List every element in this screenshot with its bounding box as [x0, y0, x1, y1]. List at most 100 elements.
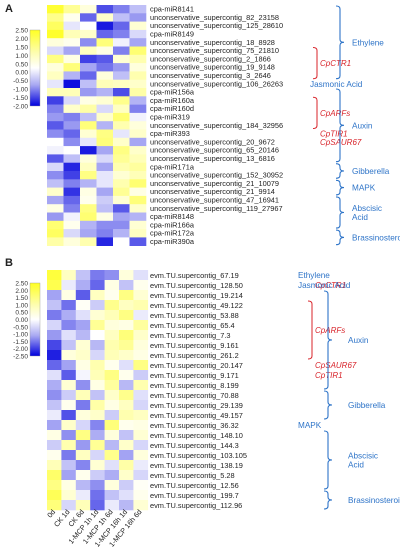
heatmap-cell: [113, 112, 130, 122]
heatmap-cell: [47, 104, 64, 114]
pathway-bracket: [335, 179, 345, 196]
row-label: unconservative_supercontig_125_28610: [150, 21, 283, 30]
heatmap-cell: [129, 46, 147, 56]
heatmap-cell: [129, 162, 147, 172]
heatmap-cell: [63, 88, 81, 97]
heatmap-cell: [129, 237, 147, 246]
row-label: evm.TU.supercontig_8.199: [150, 381, 239, 390]
heatmap-cell: [63, 71, 81, 80]
heatmap-cell: [129, 54, 147, 64]
row-label: evm.TU.supercontig_138.19: [150, 461, 243, 470]
row-label: unconservative_supercontig_21_9914: [150, 187, 275, 196]
heatmap-cell: [90, 310, 105, 321]
row-label: cpa-miR390a: [150, 237, 195, 246]
heatmap-cell: [96, 137, 114, 147]
pathway-label: Gibberella: [352, 167, 390, 176]
heatmap-cell: [61, 290, 77, 301]
heatmap-cell: [119, 350, 134, 361]
heatmap-cell: [90, 480, 105, 491]
column-label: 0d: [45, 508, 57, 520]
row-label: unconservative_supercontig_13_6816: [150, 154, 275, 163]
heatmap-cell: [90, 330, 105, 341]
heatmap-cell: [80, 29, 97, 39]
colorbar-tick-label: 0.50: [15, 310, 28, 317]
heatmap-cell: [47, 54, 64, 64]
heatmap-cell: [119, 320, 134, 331]
pathway-label: Ethylene: [298, 271, 330, 280]
heatmap-cell: [96, 112, 114, 122]
heatmap-cell: [61, 320, 77, 331]
heatmap-cell: [47, 154, 64, 163]
row-label: evm.TU.supercontig_144.3: [150, 441, 239, 450]
heatmap-cell: [47, 500, 62, 511]
heatmap-cell: [96, 146, 114, 155]
heatmap-cell: [61, 420, 77, 431]
heatmap-cell: [104, 370, 120, 381]
heatmap-cell: [129, 204, 147, 213]
heatmap-cell: [80, 38, 97, 47]
heatmap-cell: [119, 270, 134, 281]
row-label: cpa-miR319: [150, 113, 190, 122]
heatmap-cell: [104, 300, 120, 311]
heatmap-cell: [47, 450, 62, 461]
heatmap-cell: [119, 290, 134, 301]
heatmap-cell: [133, 290, 149, 301]
heatmap-cell: [90, 360, 105, 371]
colorbar-tick-label: 2.50: [15, 281, 28, 288]
heatmap-cell: [90, 320, 105, 331]
heatmap-cell: [104, 290, 120, 301]
heatmap-cell: [119, 470, 134, 481]
heatmap-cell: [119, 390, 134, 401]
heatmap-cell: [80, 212, 97, 222]
heatmap-cell: [129, 38, 147, 47]
heatmap-cell: [61, 390, 77, 401]
heatmap-cell: [80, 204, 97, 213]
heatmap-cell: [80, 195, 97, 205]
row-label: evm.TU.supercontig_103.105: [150, 451, 247, 460]
heatmap-cell: [63, 54, 81, 64]
heatmap-cell: [104, 270, 120, 281]
heatmap-cell: [96, 195, 114, 205]
heatmap-cell: [104, 360, 120, 371]
heatmap-cell: [75, 440, 91, 451]
heatmap-cell: [47, 420, 62, 431]
row-label: unconservative_supercontig_119_27967: [150, 204, 283, 213]
heatmap-cell: [61, 300, 77, 311]
heatmap-cell: [63, 96, 81, 105]
heatmap-cell: [47, 21, 64, 31]
heatmap-cell: [119, 300, 134, 311]
heatmap-cell: [47, 370, 62, 381]
heatmap-cell: [61, 370, 77, 381]
row-label: evm.TU.supercontig_199.7: [150, 491, 239, 500]
heatmap-cell: [104, 490, 120, 501]
heatmap-cell: [113, 38, 130, 47]
heatmap-cell: [80, 179, 97, 188]
heatmap-cell: [129, 154, 147, 163]
colorbar: [29, 29, 41, 107]
row-label: unconservative_supercontig_75_21810: [150, 46, 279, 55]
heatmap-cell: [119, 370, 134, 381]
heatmap-cell: [129, 195, 147, 205]
heatmap-cell: [63, 162, 81, 172]
heatmap-cell: [113, 46, 130, 56]
heatmap-cell: [90, 410, 105, 421]
heatmap-cell: [129, 129, 147, 139]
heatmap-cell: [133, 300, 149, 311]
heatmap-cell: [129, 96, 147, 105]
heatmap-cell: [75, 350, 91, 361]
heatmap-cell: [119, 490, 134, 501]
colorbar-tick-label: -0.50: [13, 324, 28, 331]
gene-annotation-label: CpSAUR67: [320, 138, 362, 147]
heatmap-cell: [133, 410, 149, 421]
heatmap-cell: [75, 480, 91, 491]
heatmap-cell: [61, 440, 77, 451]
heatmap-cell: [75, 460, 91, 471]
heatmap-cell: [113, 71, 130, 80]
heatmap-cell: [47, 112, 64, 122]
heatmap-cell: [47, 360, 62, 371]
heatmap-cell: [133, 320, 149, 331]
heatmap-cell: [90, 420, 105, 431]
heatmap-cell: [47, 96, 64, 105]
heatmap-cell: [113, 79, 130, 89]
heatmap-cell: [80, 162, 97, 172]
